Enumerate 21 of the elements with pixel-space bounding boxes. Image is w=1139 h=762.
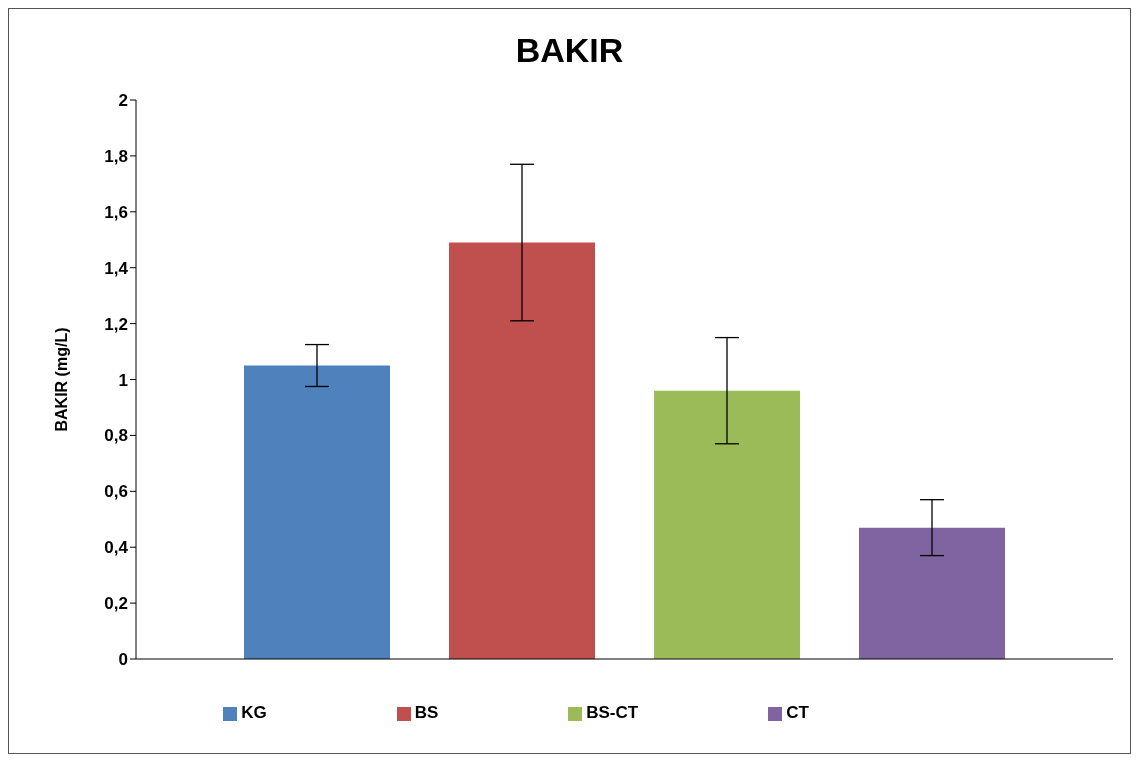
y-tick-label: 0,4 <box>104 538 129 558</box>
y-tick-label: 1,6 <box>104 202 128 222</box>
bar <box>449 242 595 659</box>
y-axis-title: BAKIR (mg/L) <box>52 327 70 432</box>
y-tick-label: 2 <box>118 91 128 111</box>
y-tick-label: 0,6 <box>104 482 128 502</box>
legend-label: BS <box>414 703 439 722</box>
bar <box>244 365 390 659</box>
legend-label: KG <box>241 703 267 722</box>
bar <box>654 390 800 659</box>
legend-label: BS-CT <box>586 703 639 722</box>
y-tick-label: 0,2 <box>104 594 128 614</box>
y-tick-label: 0,8 <box>104 426 128 446</box>
bar <box>859 527 1005 659</box>
y-tick-label: 1,2 <box>104 314 128 334</box>
legend-label: CT <box>786 703 809 722</box>
y-tick-label: 1 <box>118 370 128 390</box>
y-tick-label: 0 <box>118 650 128 670</box>
chart-title: BAKIR <box>514 31 625 70</box>
y-tick-label: 1,8 <box>104 146 128 166</box>
y-tick-label: 1,4 <box>104 258 129 278</box>
